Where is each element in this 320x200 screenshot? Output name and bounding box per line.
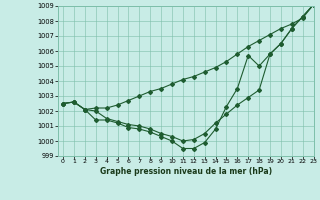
- X-axis label: Graphe pression niveau de la mer (hPa): Graphe pression niveau de la mer (hPa): [100, 167, 272, 176]
